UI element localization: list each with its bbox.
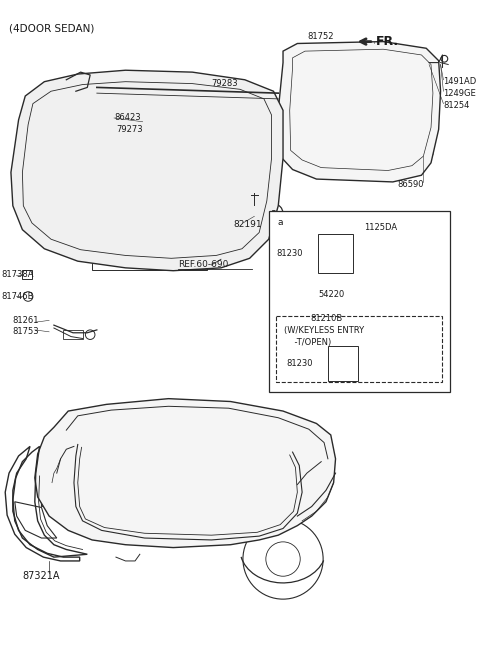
Text: 54220: 54220	[318, 290, 345, 299]
Polygon shape	[35, 399, 336, 548]
Text: FR.: FR.	[376, 35, 399, 48]
Text: 86423: 86423	[114, 113, 141, 123]
Text: 81752: 81752	[307, 32, 334, 41]
Text: 87321A: 87321A	[23, 571, 60, 581]
Polygon shape	[11, 70, 283, 271]
Text: 1249GE: 1249GE	[444, 89, 476, 98]
Text: 81261: 81261	[13, 316, 39, 325]
Text: 81746B: 81746B	[1, 292, 34, 301]
Text: REF.60-690: REF.60-690	[178, 260, 228, 270]
Text: 81254: 81254	[444, 101, 470, 110]
Text: 81210B: 81210B	[311, 314, 343, 323]
Bar	[276, 316, 443, 382]
Text: 86590: 86590	[397, 180, 424, 190]
Text: (W/KEYLESS ENTRY: (W/KEYLESS ENTRY	[284, 327, 364, 335]
Text: 79283: 79283	[211, 79, 238, 88]
Text: (4DOOR SEDAN): (4DOOR SEDAN)	[9, 23, 95, 33]
Bar	[269, 211, 450, 392]
Text: 79273: 79273	[116, 125, 143, 134]
Text: a: a	[271, 209, 276, 218]
Bar	[23, 270, 32, 279]
Circle shape	[264, 204, 283, 223]
Text: 81230: 81230	[276, 249, 303, 258]
Text: 82191: 82191	[233, 220, 262, 230]
Bar	[63, 330, 83, 339]
Text: 81753: 81753	[13, 327, 39, 337]
Text: 81230: 81230	[286, 359, 312, 368]
Polygon shape	[278, 41, 441, 182]
Circle shape	[272, 213, 289, 231]
Text: 81738A: 81738A	[1, 270, 34, 279]
Text: 1125DA: 1125DA	[364, 223, 397, 232]
Text: a: a	[277, 218, 283, 226]
Bar	[92, 239, 207, 270]
Text: 1491AD: 1491AD	[444, 77, 477, 86]
Text: -T/OPEN): -T/OPEN)	[284, 338, 331, 347]
